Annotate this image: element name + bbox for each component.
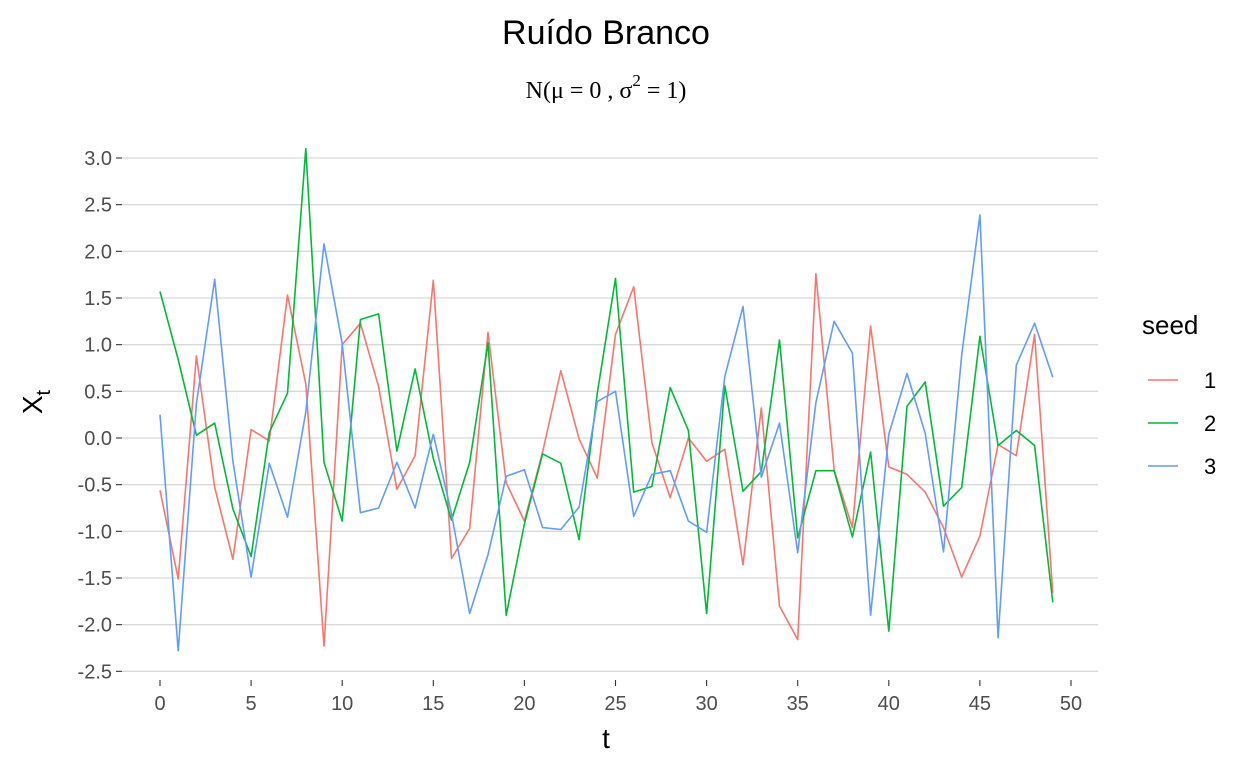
- y-tick-label: 2.5: [84, 195, 112, 217]
- y-tick-label: 1.0: [84, 335, 112, 357]
- x-axis: 0 5 10 15 20 25 30 35 40 45 50: [154, 680, 1082, 715]
- legend-title: seed: [1142, 310, 1198, 340]
- y-axis-title-base: X: [17, 395, 48, 414]
- y-tick-label: 0.5: [84, 381, 112, 403]
- x-tick-label: 10: [331, 693, 353, 715]
- subtitle-prefix: N(μ = 0 , σ: [526, 78, 633, 104]
- legend-label-3: 3: [1204, 454, 1216, 479]
- subtitle-superscript: 2: [632, 71, 641, 90]
- x-tick-label: 5: [246, 693, 257, 715]
- x-tick-label: 0: [154, 693, 165, 715]
- chart-subtitle: N(μ = 0 , σ2 = 1): [526, 71, 687, 104]
- subtitle-suffix: = 1): [641, 78, 687, 104]
- series-line-2: [159, 147, 1054, 633]
- x-tick-label: 50: [1060, 693, 1082, 715]
- y-tick-label: 2.0: [84, 241, 112, 263]
- y-tick-label: -0.5: [78, 475, 112, 497]
- series-line-1: [159, 272, 1054, 647]
- legend-label-2: 2: [1204, 411, 1216, 436]
- legend: 1 2 3: [1148, 368, 1216, 479]
- x-tick-label: 15: [422, 693, 444, 715]
- x-tick-label: 40: [878, 693, 900, 715]
- series-lines: [159, 147, 1054, 652]
- y-axis-title-subscript: t: [33, 389, 55, 395]
- x-tick-label: 30: [695, 693, 717, 715]
- y-axis: -2.5 -2.0 -1.5 -1.0 -0.5 0.0 0.5 1.0 1.5 2.0 2.5 3.…: [78, 148, 122, 683]
- x-axis-title: t: [602, 723, 610, 754]
- x-tick-label: 45: [969, 693, 991, 715]
- y-tick-label: -2.0: [78, 615, 112, 637]
- y-axis-title: Xt: [17, 389, 55, 414]
- y-tick-label: -1.5: [78, 568, 112, 590]
- y-tick-label: 3.0: [84, 148, 112, 170]
- legend-label-1: 1: [1204, 368, 1216, 393]
- chart-title: Ruído Branco: [502, 14, 710, 52]
- y-tick-label: 0.0: [84, 428, 112, 450]
- x-tick-label: 25: [604, 693, 626, 715]
- x-tick-label: 35: [787, 693, 809, 715]
- y-tick-label: -1.0: [78, 521, 112, 543]
- y-tick-label: 1.5: [84, 288, 112, 310]
- x-tick-label: 20: [513, 693, 535, 715]
- series-line-3: [159, 214, 1054, 652]
- y-tick-label: -2.5: [78, 661, 112, 683]
- gridlines: [122, 157, 1098, 672]
